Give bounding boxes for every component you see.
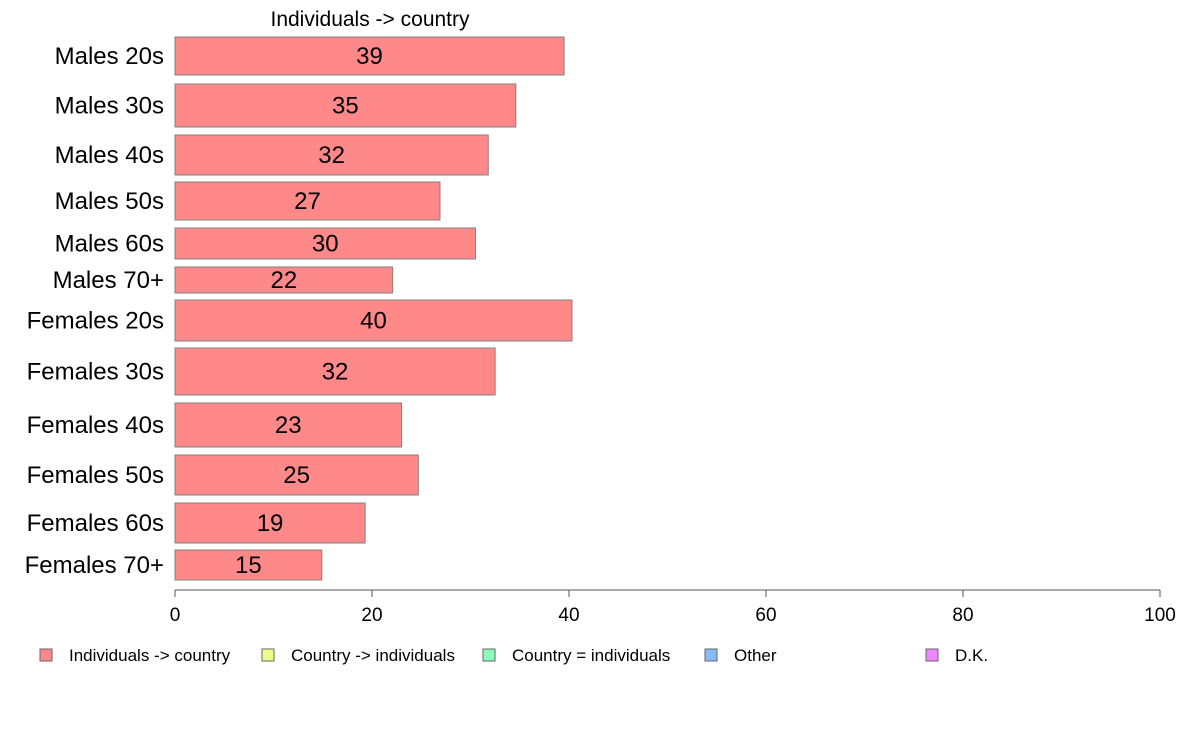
category-label: Females 20s: [27, 308, 164, 335]
legend-label: Individuals -> country: [69, 646, 231, 665]
bar-value-label: 19: [257, 510, 284, 537]
category-label: Males 50s: [55, 188, 164, 215]
legend-swatch: [482, 648, 496, 662]
x-tick-label: 0: [170, 605, 181, 626]
category-label: Males 70+: [53, 267, 164, 294]
bar: [174, 227, 476, 260]
bar: [174, 347, 496, 396]
bar-value-label: 32: [322, 359, 349, 386]
category-label: Males 40s: [55, 142, 164, 169]
legend-swatch: [704, 648, 718, 662]
category-label: Females 30s: [27, 359, 164, 386]
legend-label: Country = individuals: [512, 646, 670, 665]
x-tick-label: 20: [361, 605, 382, 626]
bar: [174, 134, 489, 176]
bar-value-label: 39: [356, 43, 383, 70]
category-label: Males 20s: [55, 43, 164, 70]
bar: [174, 299, 573, 342]
bar-value-label: 32: [318, 142, 345, 169]
legend-label: Other: [734, 646, 777, 665]
bar: [174, 549, 323, 581]
category-label: Females 70+: [25, 552, 164, 579]
legend-swatch: [261, 648, 275, 662]
legend: Individuals -> country Country -> individ…: [39, 646, 988, 665]
category-label: Females 60s: [27, 510, 164, 537]
bar: [174, 36, 565, 76]
bar: [174, 502, 366, 544]
legend-label: D.K.: [955, 646, 988, 665]
bar-value-label: 15: [235, 552, 262, 579]
x-tick-label: 80: [952, 605, 973, 626]
category-label: Females 50s: [27, 462, 164, 489]
legend-label: Country -> individuals: [291, 646, 455, 665]
bar: [174, 83, 517, 128]
bar-value-label: 30: [312, 231, 339, 258]
legend-swatch: [925, 648, 939, 662]
bar-value-label: 27: [294, 188, 321, 215]
bar-value-label: 23: [275, 412, 302, 439]
x-tick-label: 40: [558, 605, 579, 626]
category-label: Males 30s: [55, 93, 164, 120]
legend-swatch: [39, 648, 53, 662]
bar: [174, 266, 394, 294]
x-axis: 0 20 40 60 80 100: [170, 589, 1176, 626]
category-label: Males 60s: [55, 231, 164, 258]
bar-value-label: 35: [332, 93, 359, 120]
category-label: Females 40s: [27, 412, 164, 439]
bar-value-label: 40: [360, 308, 387, 335]
x-tick-label: 100: [1144, 605, 1176, 626]
bar: [174, 181, 441, 221]
x-tick-label: 60: [755, 605, 776, 626]
bars-group: 39 Males 20s 35 Males 30s 32 Males 40s 27 Males…: [25, 36, 573, 581]
chart-title: Individuals -> country: [270, 8, 470, 31]
bar-value-label: 25: [283, 462, 310, 489]
bar: [174, 402, 403, 448]
bar-value-label: 22: [270, 267, 297, 294]
bar: [174, 454, 419, 496]
